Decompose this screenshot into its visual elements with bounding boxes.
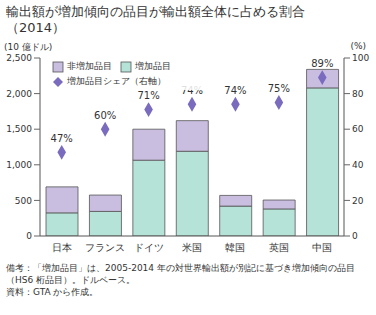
svg-text:75%: 75% (268, 83, 290, 94)
svg-text:100: 100 (352, 53, 368, 63)
svg-text:80: 80 (352, 89, 364, 99)
svg-text:71%: 71% (137, 90, 159, 101)
html-text:資料：GTA から作成。: 資料：GTA から作成。 (6, 287, 99, 297)
svg-text:フランス: フランス (85, 242, 125, 253)
svg-text:1,000: 1,000 (8, 160, 32, 170)
svg-text:500: 500 (15, 196, 32, 206)
html-text:増加品目シェア（右軸）: 増加品目シェア（右軸） (67, 76, 166, 86)
html-text:備考：「増加品目」は、2005-2014 年の対世界輸出額が: 備考：「増加品目」は、2005-2014 年の対世界輸出額が別記に基づき増加傾向… (6, 263, 355, 285)
svg-text:0: 0 (26, 231, 32, 241)
svg-text:1,500: 1,500 (8, 124, 32, 134)
svg-text:中国: 中国 (312, 242, 332, 253)
svg-text:74%: 74% (224, 85, 246, 96)
svg-text:2,000: 2,000 (8, 89, 32, 99)
svg-text:0: 0 (352, 231, 358, 241)
svg-text:74%: 74% (180, 84, 204, 96)
svg-text:47%: 47% (51, 133, 73, 144)
svg-text:韓国: 韓国 (225, 242, 245, 253)
html-text:増加品目: 増加品目 (135, 61, 171, 71)
svg-text:89%: 89% (311, 58, 333, 69)
svg-text:40: 40 (352, 160, 364, 170)
svg-text:日本: 日本 (52, 242, 72, 253)
html-text:輸出額が増加傾向の品目が輸出額全体に占める割合（2014）: 輸出額が増加傾向の品目が輸出額全体に占める割合（2014） (6, 4, 305, 35)
html-text:非増加品目: 非増加品目 (67, 61, 112, 71)
svg-text:米国: 米国 (182, 242, 202, 253)
svg-text:20: 20 (352, 196, 364, 206)
svg-text:60: 60 (352, 124, 364, 134)
html-text:(10 億ドル): (10 億ドル) (4, 42, 53, 52)
svg-text:英国: 英国 (269, 242, 289, 253)
svg-text:60%: 60% (94, 110, 116, 121)
svg-text:2,500: 2,500 (8, 53, 32, 63)
svg-text:ドイツ: ドイツ (134, 242, 164, 253)
